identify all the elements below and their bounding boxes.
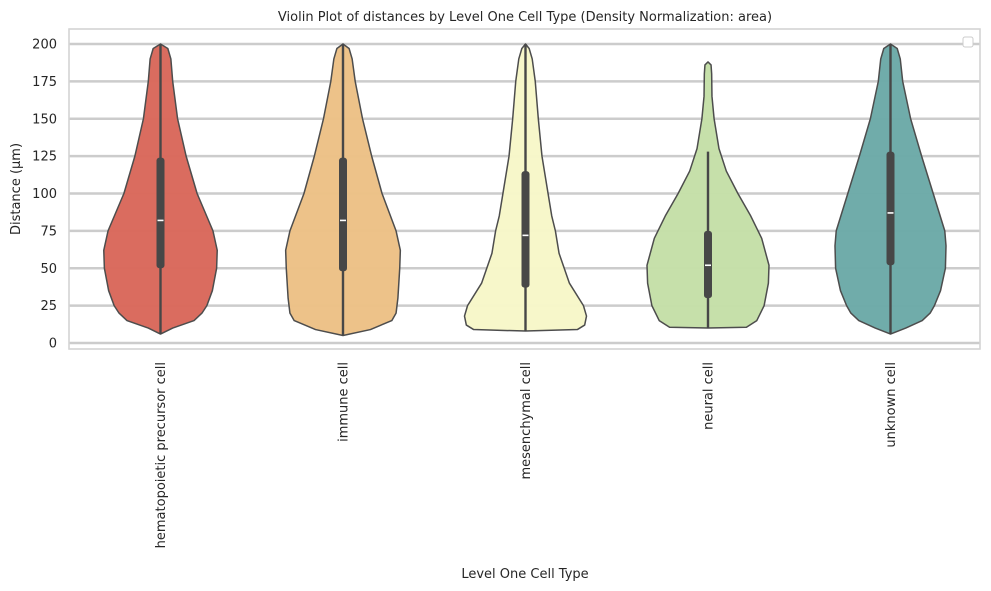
iqr-box <box>886 151 895 266</box>
x-tick-label-mesenchymal-cell: mesenchymal cell <box>519 362 534 480</box>
y-tick-label-175: 175 <box>32 75 57 90</box>
y-tick-labels: 0 25 50 75 100 125 150 175 200 <box>32 38 57 352</box>
legend-box <box>962 36 974 48</box>
x-axis-label: Level One Cell Type <box>461 567 588 582</box>
iqr-box <box>339 157 347 272</box>
x-tick-label-neural-cell: neural cell <box>702 362 717 430</box>
x-tick-label-unknown-cell: unknown cell <box>884 362 899 448</box>
y-tick-label-125: 125 <box>32 150 57 165</box>
y-tick-label-200: 200 <box>32 38 57 53</box>
violin-immune-cell <box>284 43 402 337</box>
chart-title: Violin Plot of distances by Level One Ce… <box>278 10 772 25</box>
violins <box>103 43 947 337</box>
y-tick-label-50: 50 <box>40 262 57 277</box>
x-tick-label-immune-cell: immune cell <box>337 362 352 442</box>
y-tick-label-100: 100 <box>32 187 57 202</box>
violin-mesenchymal-cell <box>463 43 588 332</box>
violin-unknown-cell <box>834 43 947 335</box>
x-tick-labels: hematopoietic precursor cell immune cell m… <box>154 362 899 548</box>
y-axis-label: Distance (µm) <box>9 143 24 235</box>
y-tick-label-150: 150 <box>32 112 57 127</box>
plot-frame <box>68 28 981 350</box>
iqr-box <box>156 157 165 269</box>
x-tick-label-hematopoietic-precursor-cell: hematopoietic precursor cell <box>154 362 169 548</box>
iqr-box <box>521 171 530 288</box>
violin-neural-cell <box>646 61 770 329</box>
y-tick-label-0: 0 <box>49 337 57 352</box>
y-tick-label-75: 75 <box>40 224 57 239</box>
violin-hematopoietic-precursor-cell <box>103 43 218 335</box>
y-tick-label-25: 25 <box>40 299 57 314</box>
